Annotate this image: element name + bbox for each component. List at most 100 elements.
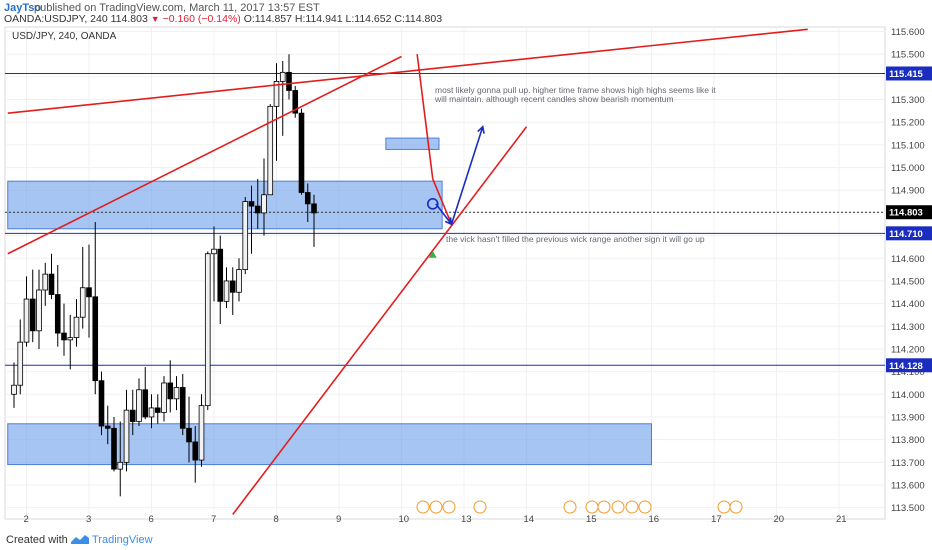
trendline xyxy=(416,54,434,180)
price-label-box xyxy=(886,205,932,220)
candle-down xyxy=(229,280,236,293)
candle-up xyxy=(36,289,42,332)
tradingview-logo-icon xyxy=(70,533,90,548)
candle-down xyxy=(48,273,55,295)
y-tick-label: 115.300 xyxy=(891,95,925,106)
candle-up xyxy=(23,298,30,343)
note-top-line2: will maintain. although recent candles s… xyxy=(434,94,674,104)
event-icon[interactable] xyxy=(429,500,443,514)
arrow-head-icon xyxy=(444,217,453,226)
candle-down xyxy=(54,294,61,334)
candle-down xyxy=(304,192,311,205)
trendline xyxy=(232,126,528,515)
candle-down xyxy=(248,201,255,207)
candle-down xyxy=(104,425,111,429)
candle-up xyxy=(211,248,217,255)
candle-down xyxy=(286,71,292,91)
arrow-head-icon xyxy=(477,125,485,134)
author-name[interactable]: JayTso xyxy=(4,2,42,14)
x-tick-label: 8 xyxy=(274,514,279,525)
y-tick-label: 115.100 xyxy=(891,140,925,151)
flag-icon[interactable] xyxy=(473,500,487,514)
note-top-line1: most likely gonna pull up. higher time f… xyxy=(435,85,716,95)
candle-up xyxy=(261,194,267,214)
candle-up xyxy=(161,382,167,413)
event-icon[interactable] xyxy=(585,500,599,514)
trendline xyxy=(7,55,402,255)
support-zone xyxy=(7,423,652,466)
candle-down xyxy=(111,427,117,470)
x-tick-label: 15 xyxy=(586,514,597,525)
candle-up xyxy=(73,316,80,339)
candle-up xyxy=(79,287,86,318)
candle-up xyxy=(11,384,17,395)
candle-up xyxy=(123,409,130,463)
event-icon[interactable] xyxy=(563,500,577,514)
candle-down xyxy=(98,380,105,427)
y-tick-label: 113.700 xyxy=(891,458,925,469)
event-icon[interactable] xyxy=(717,500,731,514)
price-value: 114.803 xyxy=(110,13,148,25)
y-axis: 115.600115.500115.400115.300115.200115.1… xyxy=(886,27,932,514)
event-icon[interactable] xyxy=(729,500,743,514)
y-tick-label: 113.900 xyxy=(891,412,925,423)
chart-title: USD/JPY, 240, OANDA xyxy=(12,31,117,42)
candle-down xyxy=(292,90,299,114)
candle-up xyxy=(242,201,249,270)
marker-circle xyxy=(426,198,439,210)
candle-down xyxy=(61,332,67,341)
event-icon[interactable] xyxy=(416,500,430,514)
event-icon[interactable] xyxy=(597,500,611,514)
x-tick-label: 13 xyxy=(461,514,472,525)
tradingview-brand[interactable]: TradingView xyxy=(92,534,153,546)
candle-down xyxy=(298,112,305,193)
y-tick-label: 113.500 xyxy=(891,503,925,514)
close-value: C:114.803 xyxy=(394,13,443,25)
event-icon[interactable] xyxy=(625,500,639,514)
footer-bar: Created with TradingView xyxy=(0,529,932,550)
candle-up xyxy=(279,71,286,82)
event-icon[interactable] xyxy=(611,500,625,514)
price-chart[interactable]: 115.600115.500115.400115.300115.200115.1… xyxy=(0,22,932,529)
candle-up xyxy=(67,337,74,341)
candle-up xyxy=(267,105,274,196)
y-tick-label: 114.500 xyxy=(891,276,925,287)
y-tick-label: 114.200 xyxy=(891,344,925,355)
candle-down xyxy=(217,248,224,302)
header-bar: JayTso published on TradingView.com, Mar… xyxy=(0,0,932,25)
signal-triangle-icon xyxy=(428,250,437,258)
y-tick-label: 114.400 xyxy=(891,299,925,310)
candle-down xyxy=(179,387,186,429)
x-tick-label: 2 xyxy=(24,514,29,525)
candles xyxy=(11,54,317,497)
support-zone xyxy=(7,180,443,230)
event-icon[interactable] xyxy=(442,500,456,514)
projection-arrow xyxy=(435,203,453,225)
candle-down xyxy=(92,296,99,382)
price-label-box xyxy=(886,66,932,81)
price-label-box xyxy=(886,226,932,241)
open-value: O:114.857 xyxy=(243,13,292,25)
candle-down xyxy=(311,203,317,214)
y-tick-label: 115.200 xyxy=(891,118,925,129)
candle-up xyxy=(117,461,124,470)
x-tick-label: 9 xyxy=(336,514,341,525)
down-arrow-icon: ▼ xyxy=(150,14,160,24)
created-with-label: Created with xyxy=(6,534,68,546)
candle-up xyxy=(223,280,230,302)
candle-down xyxy=(129,409,136,422)
event-markers[interactable] xyxy=(416,500,743,514)
candle-down xyxy=(154,407,161,413)
horizontal-lines xyxy=(5,72,885,366)
trendline xyxy=(7,28,808,114)
candle-down xyxy=(186,427,192,443)
candle-up xyxy=(236,269,242,293)
event-icon[interactable] xyxy=(638,500,652,514)
candle-down xyxy=(29,298,36,332)
candle-up xyxy=(204,253,211,407)
candle-up xyxy=(42,273,49,291)
x-tick-label: 17 xyxy=(711,514,722,525)
y-tick-label: 113.800 xyxy=(891,435,925,446)
price-label: 115.415 xyxy=(889,69,924,80)
x-tick-label: 21 xyxy=(836,514,847,525)
